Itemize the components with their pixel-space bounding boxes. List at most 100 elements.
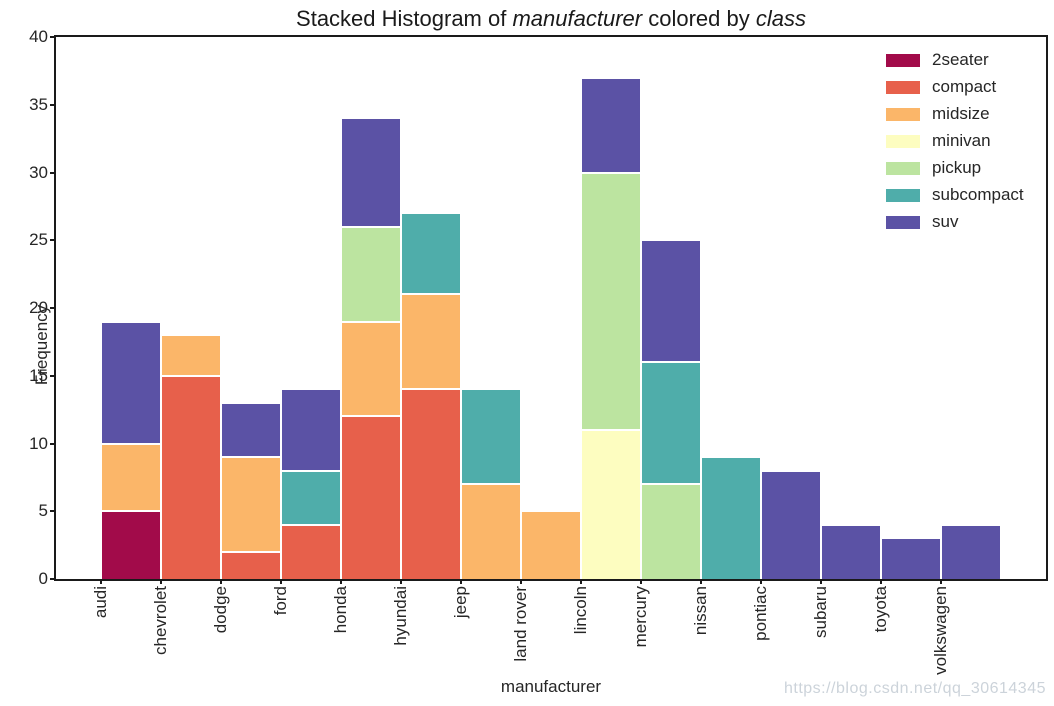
- bar-segment-jeep-midsize: [461, 484, 521, 579]
- bar-segment-honda-midsize: [341, 321, 401, 417]
- x-tick-mark: [820, 579, 822, 584]
- y-tick-label-35: 35: [29, 94, 48, 114]
- legend-swatch-minivan: [886, 135, 920, 148]
- y-tick-label-20: 20: [29, 298, 48, 317]
- x-tick-label-honda: honda: [331, 586, 350, 634]
- legend-swatch-compact: [886, 81, 920, 94]
- legend-swatch-pickup: [886, 162, 920, 175]
- bar-segment-chevrolet-compact: [161, 375, 221, 579]
- x-tick-label-jeep: jeep: [451, 586, 470, 619]
- x-tick-label-ford: ford: [271, 586, 290, 616]
- legend-label-2seater: 2seater: [932, 50, 989, 69]
- legend-label-pickup: pickup: [932, 158, 982, 177]
- bar-segment-dodge-midsize: [221, 457, 281, 552]
- legend-swatch-subcompact: [886, 189, 920, 202]
- bar-segment-lincoln-suv: [581, 77, 641, 173]
- legend-swatch-midsize: [886, 108, 920, 121]
- y-tick-mark: [50, 510, 55, 513]
- x-tick-label-lincoln: lincoln: [571, 586, 590, 635]
- y-tick-label-40: 40: [29, 27, 48, 46]
- x-tick-mark: [520, 579, 522, 584]
- x-tick-mark: [400, 579, 402, 584]
- bar-segment-subaru-suv: [821, 524, 881, 579]
- x-tick-mark: [940, 579, 942, 584]
- x-tick-mark: [700, 579, 702, 584]
- x-tick-label-land-rover: land rover: [511, 586, 530, 662]
- bar-segment-ford-suv: [281, 389, 341, 471]
- legend-label-suv: suv: [932, 212, 959, 231]
- y-tick-label-5: 5: [38, 501, 48, 521]
- y-tick-label-30: 30: [29, 162, 48, 182]
- x-tick-label-audi: audi: [91, 586, 110, 619]
- bar-segment-nissan-subcompact: [701, 457, 761, 579]
- legend-label-midsize: midsize: [932, 104, 990, 123]
- bar-segment-lincoln-minivan: [581, 429, 641, 579]
- x-tick-mark: [280, 579, 282, 584]
- legend-label-compact: compact: [932, 77, 997, 96]
- y-tick-mark: [50, 442, 55, 445]
- bar-segment-lincoln-pickup: [581, 172, 641, 430]
- bar-segment-ford-subcompact: [281, 470, 341, 525]
- bar-segment-honda-suv: [341, 118, 401, 227]
- bar-segment-mercury-suv: [641, 240, 701, 363]
- y-tick-label-15: 15: [29, 365, 48, 385]
- x-tick-mark: [100, 579, 102, 584]
- bar-segment-volkswagen-suv: [941, 524, 1001, 579]
- bar-segment-mercury-subcompact: [641, 362, 701, 485]
- y-tick-mark: [50, 239, 55, 242]
- x-tick-mark: [220, 579, 222, 584]
- y-tick-mark: [50, 307, 55, 309]
- bar-segment-honda-pickup: [341, 226, 401, 322]
- title-text-2: colored by: [642, 6, 756, 31]
- title-var-manufacturer: manufacturer: [512, 6, 643, 31]
- y-tick-mark: [50, 171, 55, 174]
- y-tick-mark: [50, 103, 55, 106]
- legend-label-minivan: minivan: [932, 131, 991, 150]
- bar-segment-hyundai-midsize: [401, 294, 461, 390]
- x-tick-label-volkswagen: volkswagen: [931, 586, 950, 675]
- x-tick-label-pontiac: pontiac: [751, 586, 770, 641]
- bar-segment-jeep-subcompact: [461, 389, 521, 485]
- x-tick-label-subaru: subaru: [811, 586, 830, 638]
- bar-segment-mercury-pickup: [641, 484, 701, 579]
- x-tick-label-chevrolet: chevrolet: [151, 586, 170, 655]
- watermark: https://blog.csdn.net/qq_30614345: [783, 680, 1046, 697]
- legend-swatch-2seater: [886, 54, 920, 67]
- bar-segment-audi-midsize: [101, 443, 161, 512]
- bar-segment-chevrolet-midsize: [161, 335, 221, 376]
- y-tick-mark: [50, 578, 55, 580]
- y-tick-mark: [50, 374, 55, 377]
- x-tick-mark: [160, 579, 162, 584]
- x-tick-label-hyundai: hyundai: [391, 586, 410, 646]
- legend-swatch-suv: [886, 216, 920, 229]
- bar-segment-dodge-compact: [221, 551, 281, 579]
- bar-segment-audi-2seater: [101, 511, 161, 579]
- title-var-class: class: [755, 6, 806, 31]
- y-tick-label-10: 10: [29, 433, 48, 453]
- bar-segment-audi-suv: [101, 321, 161, 444]
- x-tick-mark: [580, 579, 582, 584]
- y-tick-label-25: 25: [29, 230, 48, 250]
- bar-segment-hyundai-subcompact: [401, 213, 461, 295]
- y-tick-mark: [50, 36, 55, 38]
- bar-segment-ford-compact: [281, 524, 341, 579]
- x-tick-mark: [340, 579, 342, 584]
- y-tick-label-0: 0: [38, 569, 48, 588]
- x-tick-mark: [460, 579, 462, 584]
- bar-segment-honda-compact: [341, 416, 401, 579]
- x-tick-label-mercury: mercury: [631, 586, 650, 648]
- x-tick-label-toyota: toyota: [871, 586, 890, 633]
- bar-segment-hyundai-compact: [401, 389, 461, 579]
- bar-segment-dodge-suv: [221, 402, 281, 458]
- x-tick-label-dodge: dodge: [211, 586, 230, 634]
- bar-segment-land-rover-midsize: [521, 511, 581, 579]
- bar-segment-toyota-suv: [881, 538, 941, 579]
- x-tick-mark: [880, 579, 882, 584]
- x-tick-mark: [640, 579, 642, 584]
- chart-title: Stacked Histogram of manufacturer colore…: [56, 6, 1046, 32]
- plot-area: Frequency 2seater compact midsize minivan pi…: [29, 28, 1046, 675]
- legend-label-subcompact: subcompact: [932, 185, 1024, 204]
- x-tick-label-nissan: nissan: [691, 586, 710, 636]
- title-text: Stacked Histogram of: [296, 6, 513, 31]
